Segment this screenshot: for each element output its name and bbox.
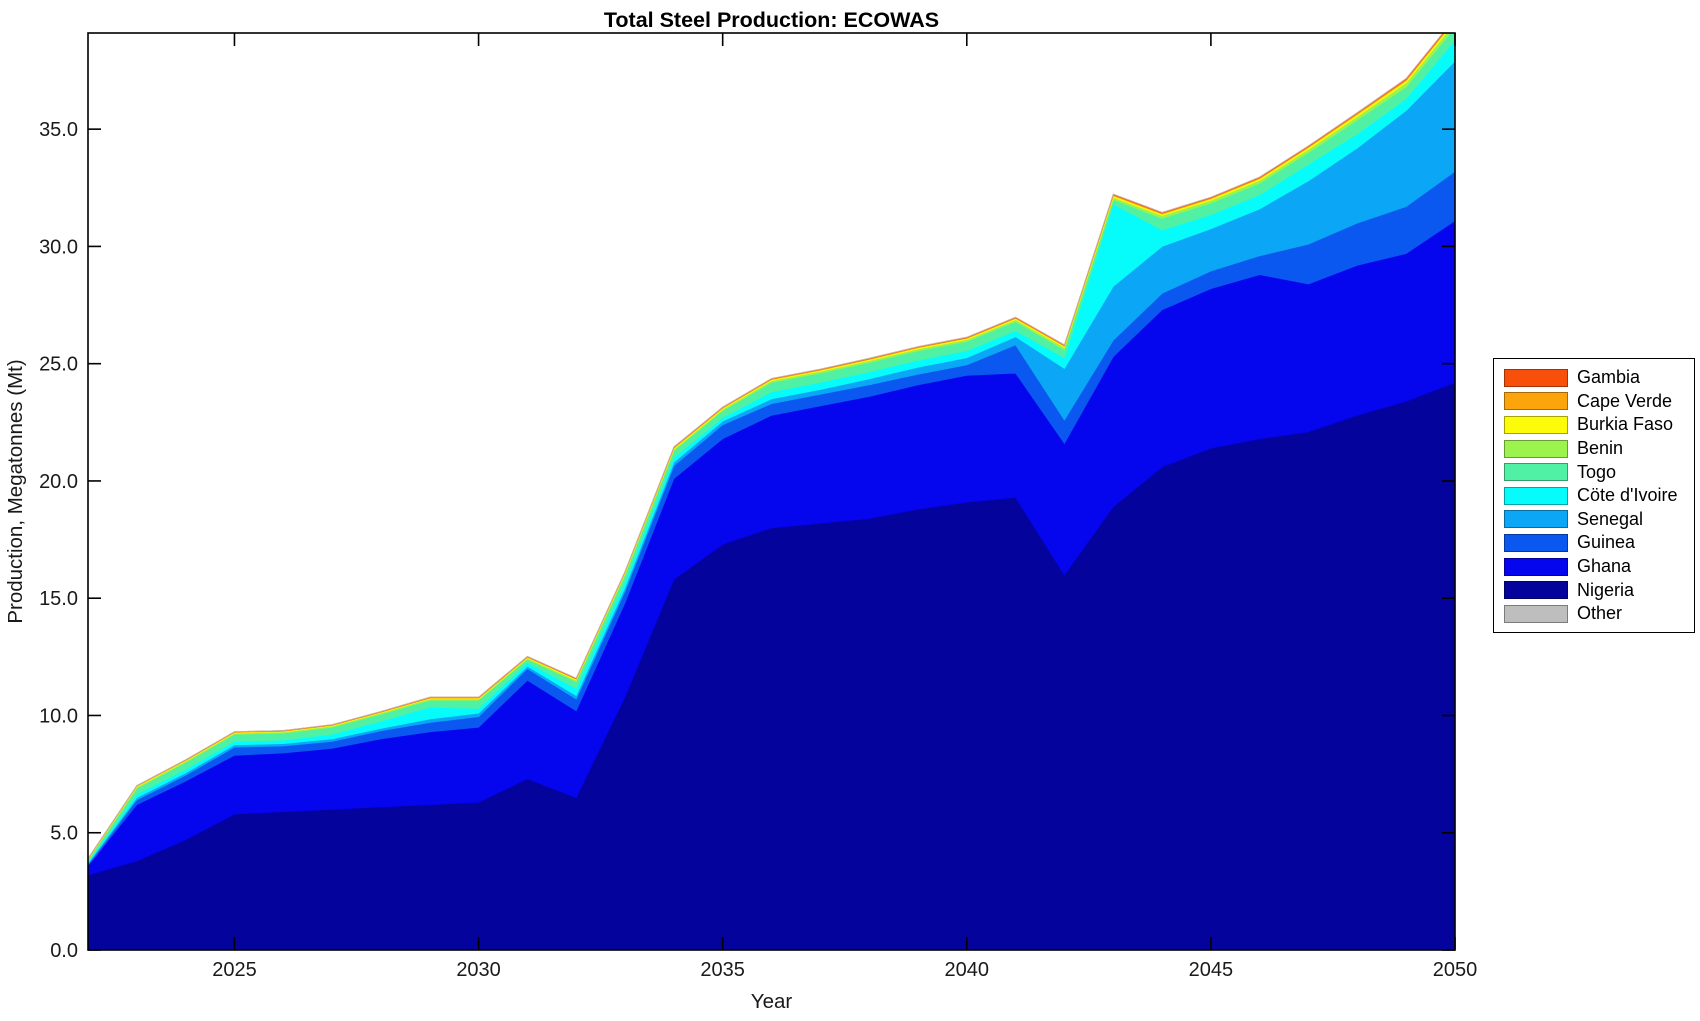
- legend-item-senegal: Senegal: [1494, 508, 1694, 532]
- legend-item-other: Other: [1494, 602, 1694, 626]
- x-tick-label: 2050: [1433, 959, 1478, 981]
- legend-label: Other: [1577, 603, 1623, 624]
- legend-color-swatch-cape-verde: [1504, 392, 1568, 411]
- legend-item-c-te-d-ivoire: Cöte d'Ivoire: [1494, 484, 1694, 508]
- area-other: [88, 33, 1444, 859]
- legend-item-togo: Togo: [1494, 460, 1694, 484]
- legend-label: Senegal: [1577, 508, 1644, 529]
- legend-color-swatch-c-te-d-ivoire: [1504, 486, 1568, 505]
- legend-item-cape-verde: Cape Verde: [1494, 390, 1694, 414]
- y-tick-label: 25.0: [39, 354, 78, 376]
- legend-color-swatch-burkia-faso: [1504, 415, 1568, 434]
- legend-color-swatch-benin: [1504, 439, 1568, 458]
- y-tick-label: 0.0: [50, 940, 78, 962]
- legend-item-guinea: Guinea: [1494, 531, 1694, 555]
- x-tick-label: 2040: [945, 959, 990, 981]
- x-tick-label: 2035: [700, 959, 745, 981]
- legend-color-swatch-guinea: [1504, 533, 1568, 552]
- legend-box: Gambia Cape Verde Burkia Faso Benin Togo Cöte…: [1493, 358, 1695, 633]
- legend-label: Ghana: [1577, 556, 1632, 577]
- y-tick-label: 5.0: [50, 823, 78, 845]
- legend-color-swatch-senegal: [1504, 510, 1568, 529]
- x-tick-label: 2025: [212, 959, 257, 981]
- legend-color-swatch-other: [1504, 604, 1568, 623]
- y-tick-label: 15.0: [39, 588, 78, 610]
- legend-item-benin: Benin: [1494, 437, 1694, 461]
- legend-color-swatch-nigeria: [1504, 581, 1568, 600]
- plot-border: [87, 32, 1456, 951]
- stacked-areas: [88, 33, 1455, 950]
- legend-color-swatch-togo: [1504, 463, 1568, 482]
- legend-color-swatch-gambia: [1504, 368, 1568, 387]
- legend-label: Guinea: [1577, 532, 1636, 553]
- legend-label: Benin: [1577, 438, 1624, 459]
- x-tick-label: 2045: [1189, 959, 1234, 981]
- y-tick-label: 10.0: [39, 705, 78, 727]
- x-axis-label: Year: [751, 990, 793, 1013]
- legend-label: Togo: [1577, 461, 1617, 482]
- legend-label: Nigeria: [1577, 579, 1635, 600]
- y-tick-label: 30.0: [39, 236, 78, 258]
- y-tick-label: 35.0: [39, 119, 78, 141]
- legend-item-gambia: Gambia: [1494, 366, 1694, 390]
- legend-item-ghana: Ghana: [1494, 555, 1694, 579]
- chart-title: Total Steel Production: ECOWAS: [603, 8, 940, 32]
- x-tick-label: 2030: [456, 959, 501, 981]
- legend-label: Cöte d'Ivoire: [1577, 485, 1678, 506]
- legend-item-burkia-faso: Burkia Faso: [1494, 413, 1694, 437]
- legend-color-swatch-ghana: [1504, 557, 1568, 576]
- legend-label: Gambia: [1577, 367, 1641, 388]
- y-axis-label: Production, Megatonnes (Mt): [4, 359, 27, 623]
- y-tick-label: 20.0: [39, 471, 78, 493]
- legend-item-nigeria: Nigeria: [1494, 578, 1694, 602]
- legend-label: Burkia Faso: [1577, 414, 1674, 435]
- legend-label: Cape Verde: [1577, 390, 1673, 411]
